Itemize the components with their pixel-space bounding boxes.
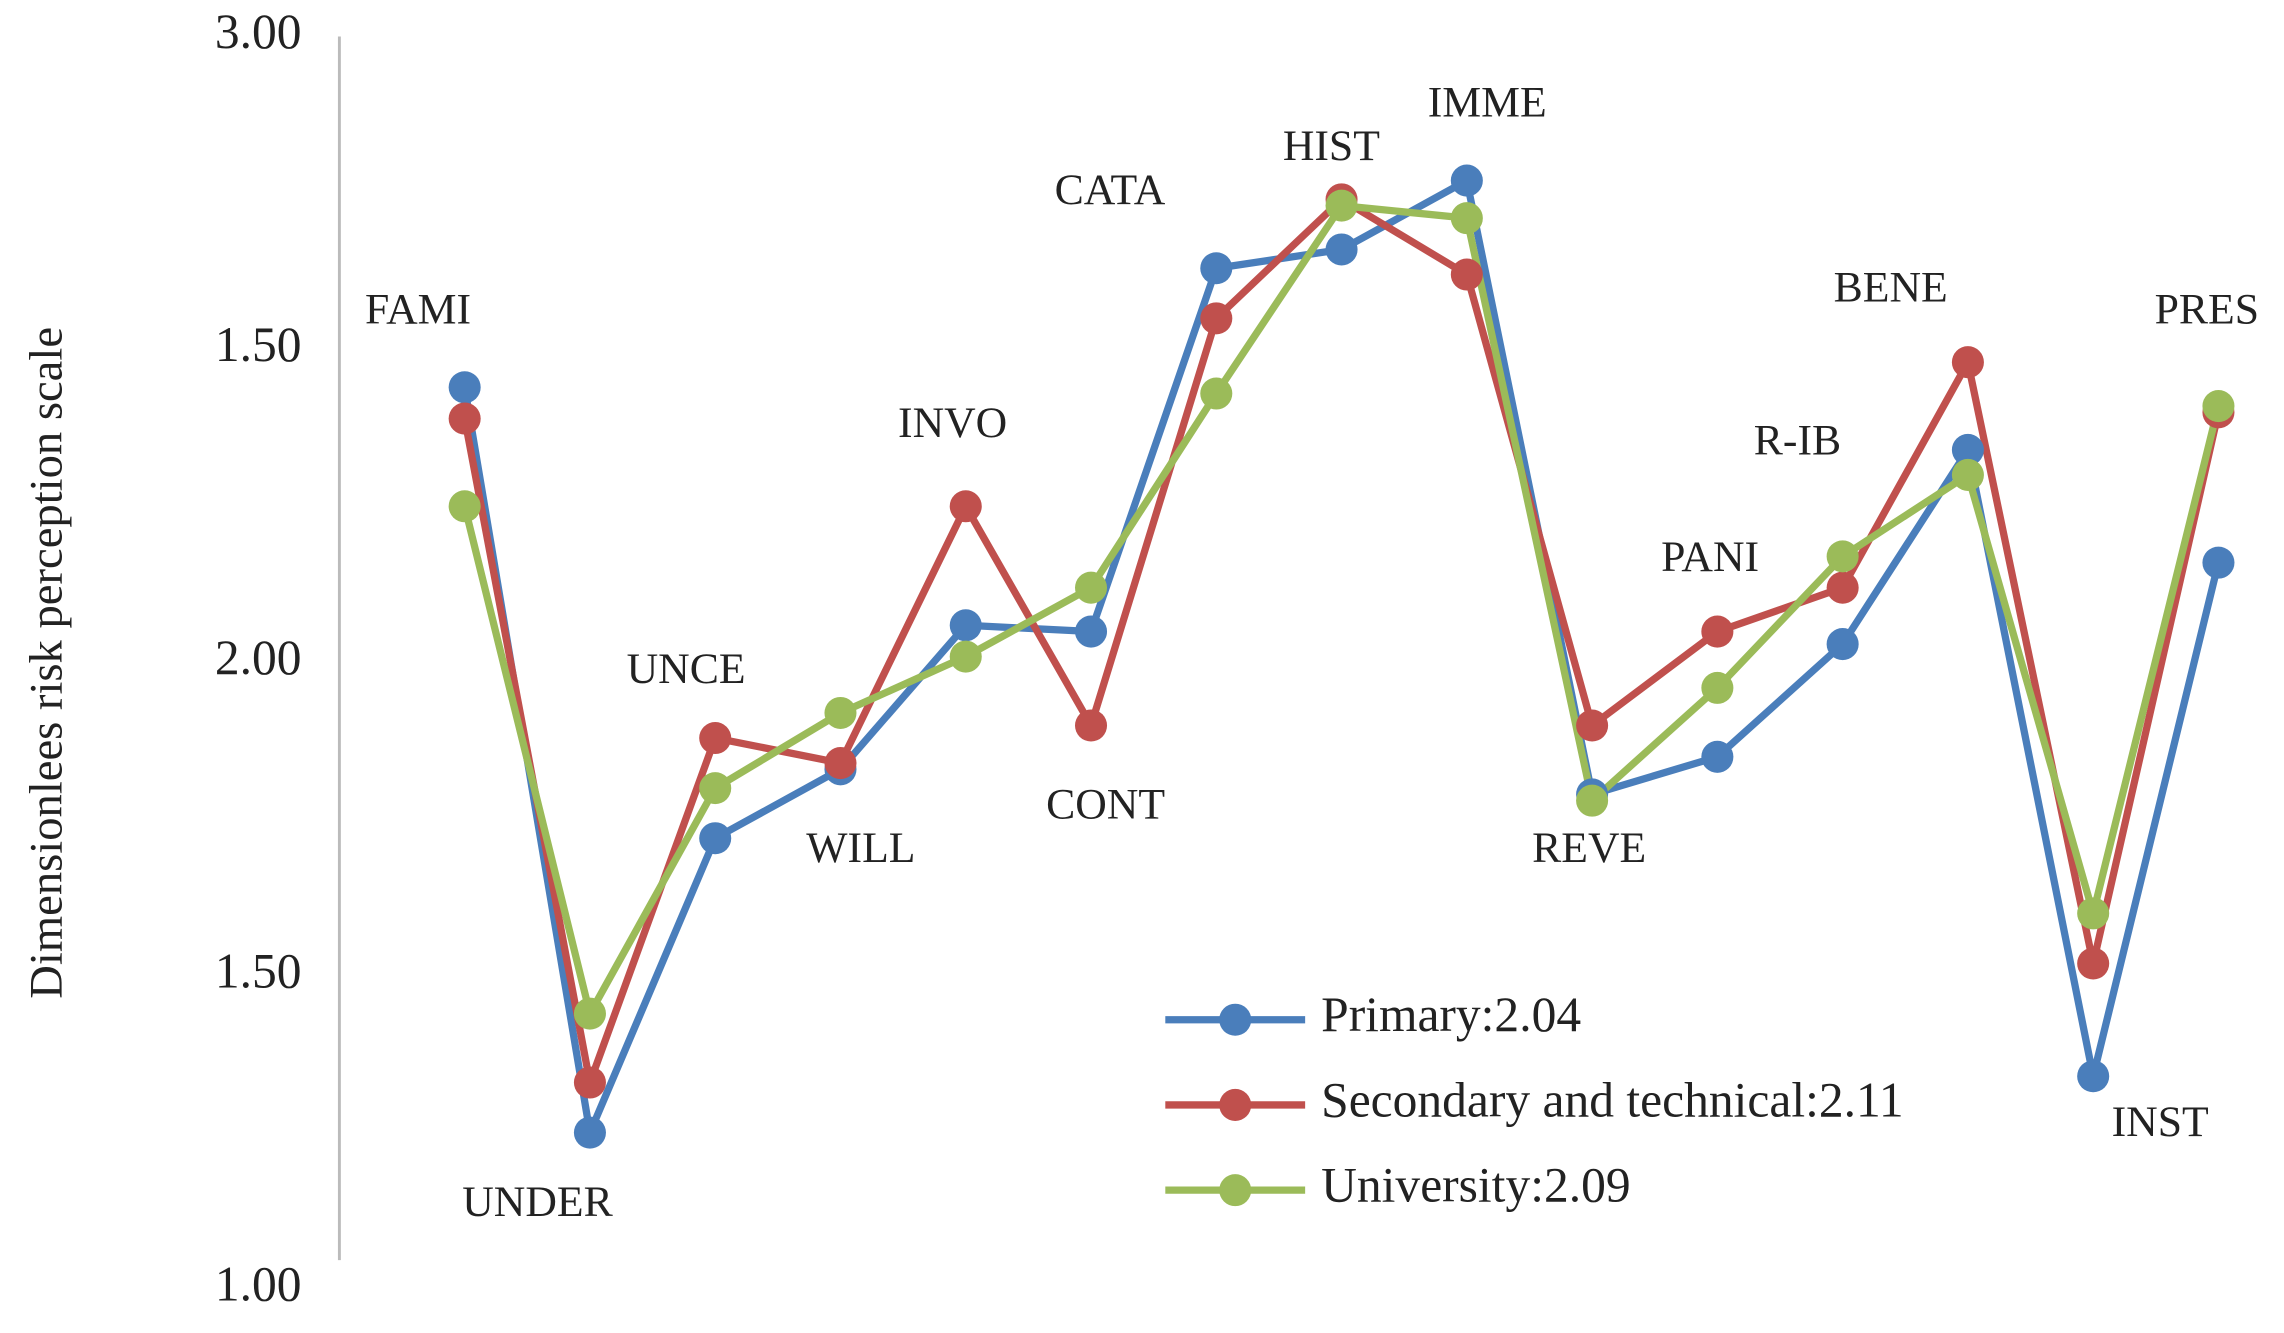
point	[1701, 615, 1734, 648]
point	[1200, 377, 1233, 410]
point	[2077, 897, 2110, 930]
point	[949, 490, 982, 523]
category-label: UNCE	[627, 645, 746, 693]
point	[2077, 947, 2110, 980]
point	[1951, 458, 1984, 491]
y-tick-label: 1.50	[215, 943, 302, 998]
category-label: FAMI	[365, 285, 471, 333]
category-label: INVO	[898, 399, 1007, 447]
point	[949, 609, 982, 642]
legend-label: Primary:2.04	[1321, 987, 1581, 1042]
point	[699, 822, 732, 855]
point	[1826, 628, 1859, 661]
point	[2077, 1060, 2110, 1093]
category-label: PANI	[1661, 533, 1759, 581]
point	[2202, 546, 2235, 579]
point	[1450, 258, 1483, 291]
category-label: CONT	[1046, 781, 1165, 829]
category-label: BENE	[1834, 263, 1948, 311]
point	[1074, 709, 1108, 742]
point	[1450, 164, 1483, 197]
point	[1325, 189, 1358, 222]
y-tick-label: 2.00	[215, 630, 302, 685]
category-label: WILL	[806, 824, 915, 872]
point	[1200, 252, 1233, 285]
point	[2202, 390, 2235, 423]
category-label: CATA	[1055, 166, 1166, 214]
point	[699, 772, 732, 805]
point	[573, 997, 606, 1030]
legend-marker	[1219, 1174, 1252, 1207]
legend-label: Secondary and technical:2.11	[1321, 1072, 1904, 1127]
point	[1074, 615, 1108, 648]
point	[448, 371, 481, 404]
point	[1450, 202, 1483, 235]
point	[573, 1066, 606, 1099]
point	[699, 721, 732, 755]
legend-label: University:2.09	[1321, 1158, 1630, 1213]
point	[949, 640, 982, 673]
point	[1325, 233, 1358, 266]
category-label: REVE	[1532, 824, 1646, 872]
series-line	[461, 195, 2223, 1087]
y-axis-title: Dimensionlees risk perception scale	[21, 327, 73, 999]
point	[1826, 540, 1859, 573]
y-tick-label: 3.00	[215, 4, 302, 59]
point	[824, 696, 857, 729]
category-label: UNDER	[462, 1178, 613, 1226]
y-tick-label: 1.50	[215, 317, 302, 372]
legend-marker	[1219, 1088, 1252, 1121]
category-label: PRES	[2155, 285, 2259, 333]
legend-marker	[1219, 1003, 1252, 1036]
y-tick-label: 1.00	[215, 1257, 302, 1312]
point	[1951, 346, 1984, 379]
point	[1200, 302, 1233, 335]
point	[448, 490, 481, 523]
point	[1826, 571, 1859, 604]
point	[1074, 571, 1108, 604]
category-label: R-IB	[1754, 416, 1841, 464]
category-label: HIST	[1283, 122, 1380, 170]
point	[573, 1116, 606, 1149]
point	[1576, 784, 1609, 817]
point	[448, 402, 481, 435]
point	[824, 747, 857, 780]
category-label: IMME	[1428, 78, 1547, 126]
point	[1701, 671, 1734, 704]
series-line	[461, 201, 2222, 1018]
point	[1701, 740, 1734, 773]
point	[1576, 709, 1609, 742]
point	[1951, 433, 1984, 466]
category-label: INST	[2112, 1098, 2209, 1146]
